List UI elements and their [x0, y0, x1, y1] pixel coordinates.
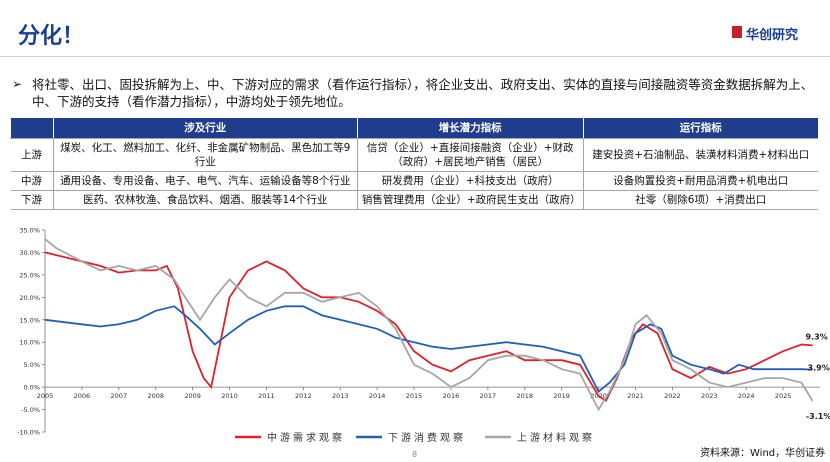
legend-label: 上游材料观察 — [517, 431, 595, 444]
x-tick-label: 2007 — [111, 392, 128, 400]
y-tick-label: -10.0% — [17, 429, 40, 437]
end-label: 9.3% — [806, 332, 828, 341]
x-tick-label: 2013 — [332, 392, 349, 400]
table-cell: 设备购置投资+耐用品消费+机电出口 — [583, 171, 818, 191]
x-tick-label: 2018 — [516, 392, 533, 400]
legend-label: 下游消费观察 — [388, 431, 466, 444]
end-label: -3.1% — [806, 412, 830, 421]
table-row: 上游 煤炭、化工、燃料加工、化纤、非金属矿物制品、黑色加工等9行业 信贷（企业）+直… — [10, 138, 818, 172]
table-cell: 煤炭、化工、燃料加工、化纤、非金属矿物制品、黑色加工等9行业 — [53, 138, 358, 172]
series-line — [44, 251, 813, 402]
bullet-mark: ➢ — [12, 77, 23, 91]
x-tick-label: 2024 — [738, 392, 755, 400]
table-cell: 销售管理费用（企业）+政府民生支出（政府） — [357, 190, 584, 210]
x-tick-label: 2025 — [775, 392, 792, 400]
x-tick-label: 2010 — [221, 392, 238, 400]
table-cell: 通用设备、专用设备、电子、电气、汽车、运输设备等8个行业 — [53, 171, 358, 191]
title: 分化！ — [18, 24, 85, 49]
table-cell: 信贷（企业）+直接间接融资（企业）+财政（政府）+居民地产销售（居民） — [357, 138, 584, 172]
y-tick-label: 10.0% — [19, 339, 40, 347]
table-cell: 下游 — [10, 190, 54, 210]
x-tick-label: 2017 — [480, 392, 497, 400]
bullet-text: 将社零、出口、固投拆解为上、中、下游对应的需求（看作运行指标），将企业支出、政府… — [32, 77, 814, 109]
x-tick-label: 2009 — [184, 392, 201, 400]
table-header-cell: 涉及行业 — [52, 118, 358, 139]
x-tick-label: 2016 — [443, 392, 460, 400]
x-tick-label: 2023 — [701, 392, 718, 400]
table-header-cell: 运行指标 — [582, 118, 818, 139]
table-header-cell — [10, 118, 54, 139]
y-tick-label: 5.0% — [23, 361, 40, 369]
legend-label: 中游需求观察 — [267, 431, 345, 444]
y-tick-label: -5.0% — [21, 406, 40, 414]
x-tick-label: 2012 — [295, 392, 312, 400]
x-tick-label: 2011 — [258, 392, 275, 400]
table-cell: 建安投资+石油制品、装潢材料消费+材料出口 — [583, 138, 818, 172]
table: 涉及行业 增长潜力指标 运行指标 上游 煤炭、化工、燃料加工、化纤、非金属矿物制品、黑色… — [10, 118, 818, 210]
x-tick-label: 2008 — [147, 392, 164, 400]
y-tick-label: 35.0% — [19, 227, 40, 235]
table-cell: 中游 — [10, 171, 54, 191]
table-row: 中游 通用设备、专用设备、电子、电气、汽车、运输设备等8个行业 研发费用（企业）+科… — [10, 171, 818, 191]
table-cell: 研发费用（企业）+科技支出（政府） — [357, 171, 584, 191]
x-tick-label: 2021 — [627, 392, 644, 400]
y-tick-label: 25.0% — [19, 271, 40, 279]
page-number: 8 — [412, 450, 418, 459]
x-tick-label: 2022 — [664, 392, 681, 400]
logo-icon — [732, 26, 742, 38]
x-tick-label: 2005 — [37, 392, 54, 400]
logo: 华创研究 — [746, 28, 799, 43]
y-tick-label: 30.0% — [19, 249, 40, 257]
table-cell: 社零（剔除6项）+消费出口 — [583, 190, 818, 210]
series-line — [44, 305, 813, 394]
y-tick-label: 20.0% — [19, 294, 40, 302]
x-tick-label: 2014 — [369, 392, 386, 400]
y-tick-label: 15.0% — [19, 316, 40, 324]
x-tick-label: 2015 — [406, 392, 423, 400]
header-bar — [0, 0, 830, 57]
y-tick-label: 0.0% — [23, 384, 40, 392]
x-tick-label: 2006 — [74, 392, 91, 400]
source: 资料来源：Wind，华创证券 — [700, 448, 826, 459]
table-cell: 上游 — [10, 138, 54, 172]
x-tick-label: 2019 — [553, 392, 570, 400]
table-row: 下游 医药、农林牧渔、食品饮料、烟酒、服装等14个行业 销售管理费用（企业）+政府民… — [10, 190, 818, 210]
series-line — [44, 238, 814, 412]
table-cell: 医药、农林牧渔、食品饮料、烟酒、服装等14个行业 — [53, 190, 358, 210]
end-label: 3.9% — [808, 364, 830, 373]
table-header-cell: 增长潜力指标 — [356, 118, 584, 139]
